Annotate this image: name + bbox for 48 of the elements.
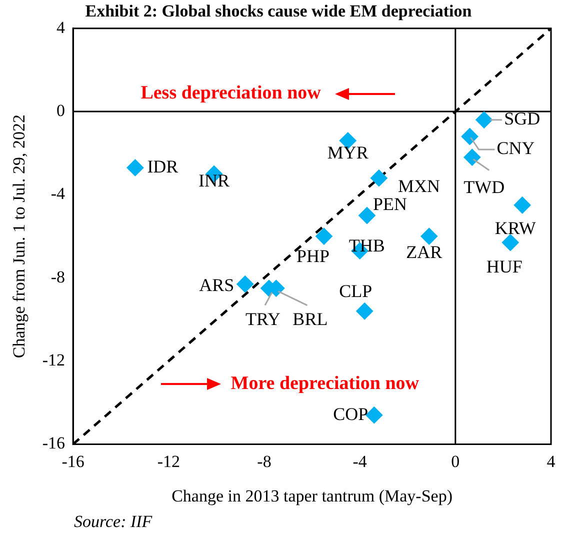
- chart-title: Exhibit 2: Global shocks cause wide EM depreciation: [85, 2, 472, 21]
- annotation: THB: [348, 236, 385, 256]
- x-tick-label: -8: [257, 452, 272, 471]
- x-tick-label: -12: [157, 452, 180, 471]
- annotation: SGD: [504, 108, 540, 129]
- annotation: MYR: [327, 142, 368, 162]
- annotation: More depreciation now: [230, 372, 420, 394]
- y-tick-label: 0: [56, 101, 66, 120]
- y-tick-label: -8: [50, 267, 66, 286]
- x-tick-label: -4: [352, 452, 368, 471]
- point: [358, 207, 376, 224]
- y-tick-label: -12: [42, 350, 66, 370]
- point: [356, 302, 374, 320]
- y-axis-title: Change from Jun. 1 to Jul. 29, 2022: [10, 114, 29, 358]
- annotation: INR: [198, 170, 230, 191]
- point: [502, 234, 519, 252]
- y-tick-label: 4: [56, 18, 66, 37]
- y-tick-label: -4: [50, 184, 66, 204]
- annotation: BRL: [292, 309, 328, 330]
- y-tick-label: -16: [42, 434, 66, 453]
- point: [366, 406, 383, 424]
- annotation: COP: [333, 404, 368, 424]
- point: [236, 276, 254, 293]
- annotation: ZAR: [406, 242, 442, 262]
- annotation: TWD: [464, 177, 505, 198]
- point: [315, 228, 332, 245]
- point: [514, 196, 531, 214]
- annotation: Less depreciation now: [140, 82, 322, 104]
- point: [464, 148, 481, 166]
- point: [461, 128, 478, 146]
- annotation: PHP: [296, 246, 330, 266]
- x-tick-label: 4: [546, 452, 556, 471]
- annotation: TRY: [246, 309, 281, 330]
- annotation: CNY: [496, 138, 535, 158]
- point: [420, 228, 438, 245]
- source-note: Source: IIF: [74, 512, 153, 531]
- annotation: CLP: [339, 280, 372, 301]
- annotation: MXN: [398, 176, 440, 196]
- annotation: HUF: [486, 256, 522, 276]
- annotation: IDR: [147, 156, 178, 176]
- point: [476, 111, 493, 128]
- annotation: ARS: [199, 274, 234, 295]
- point: [370, 170, 388, 187]
- x-tick-label: 0: [451, 452, 460, 471]
- annotation: PEN: [372, 194, 407, 214]
- annotation: KRW: [494, 218, 536, 238]
- point: [126, 159, 144, 176]
- x-axis-title: Change in 2013 taper tantrum (May-Sep): [172, 486, 452, 506]
